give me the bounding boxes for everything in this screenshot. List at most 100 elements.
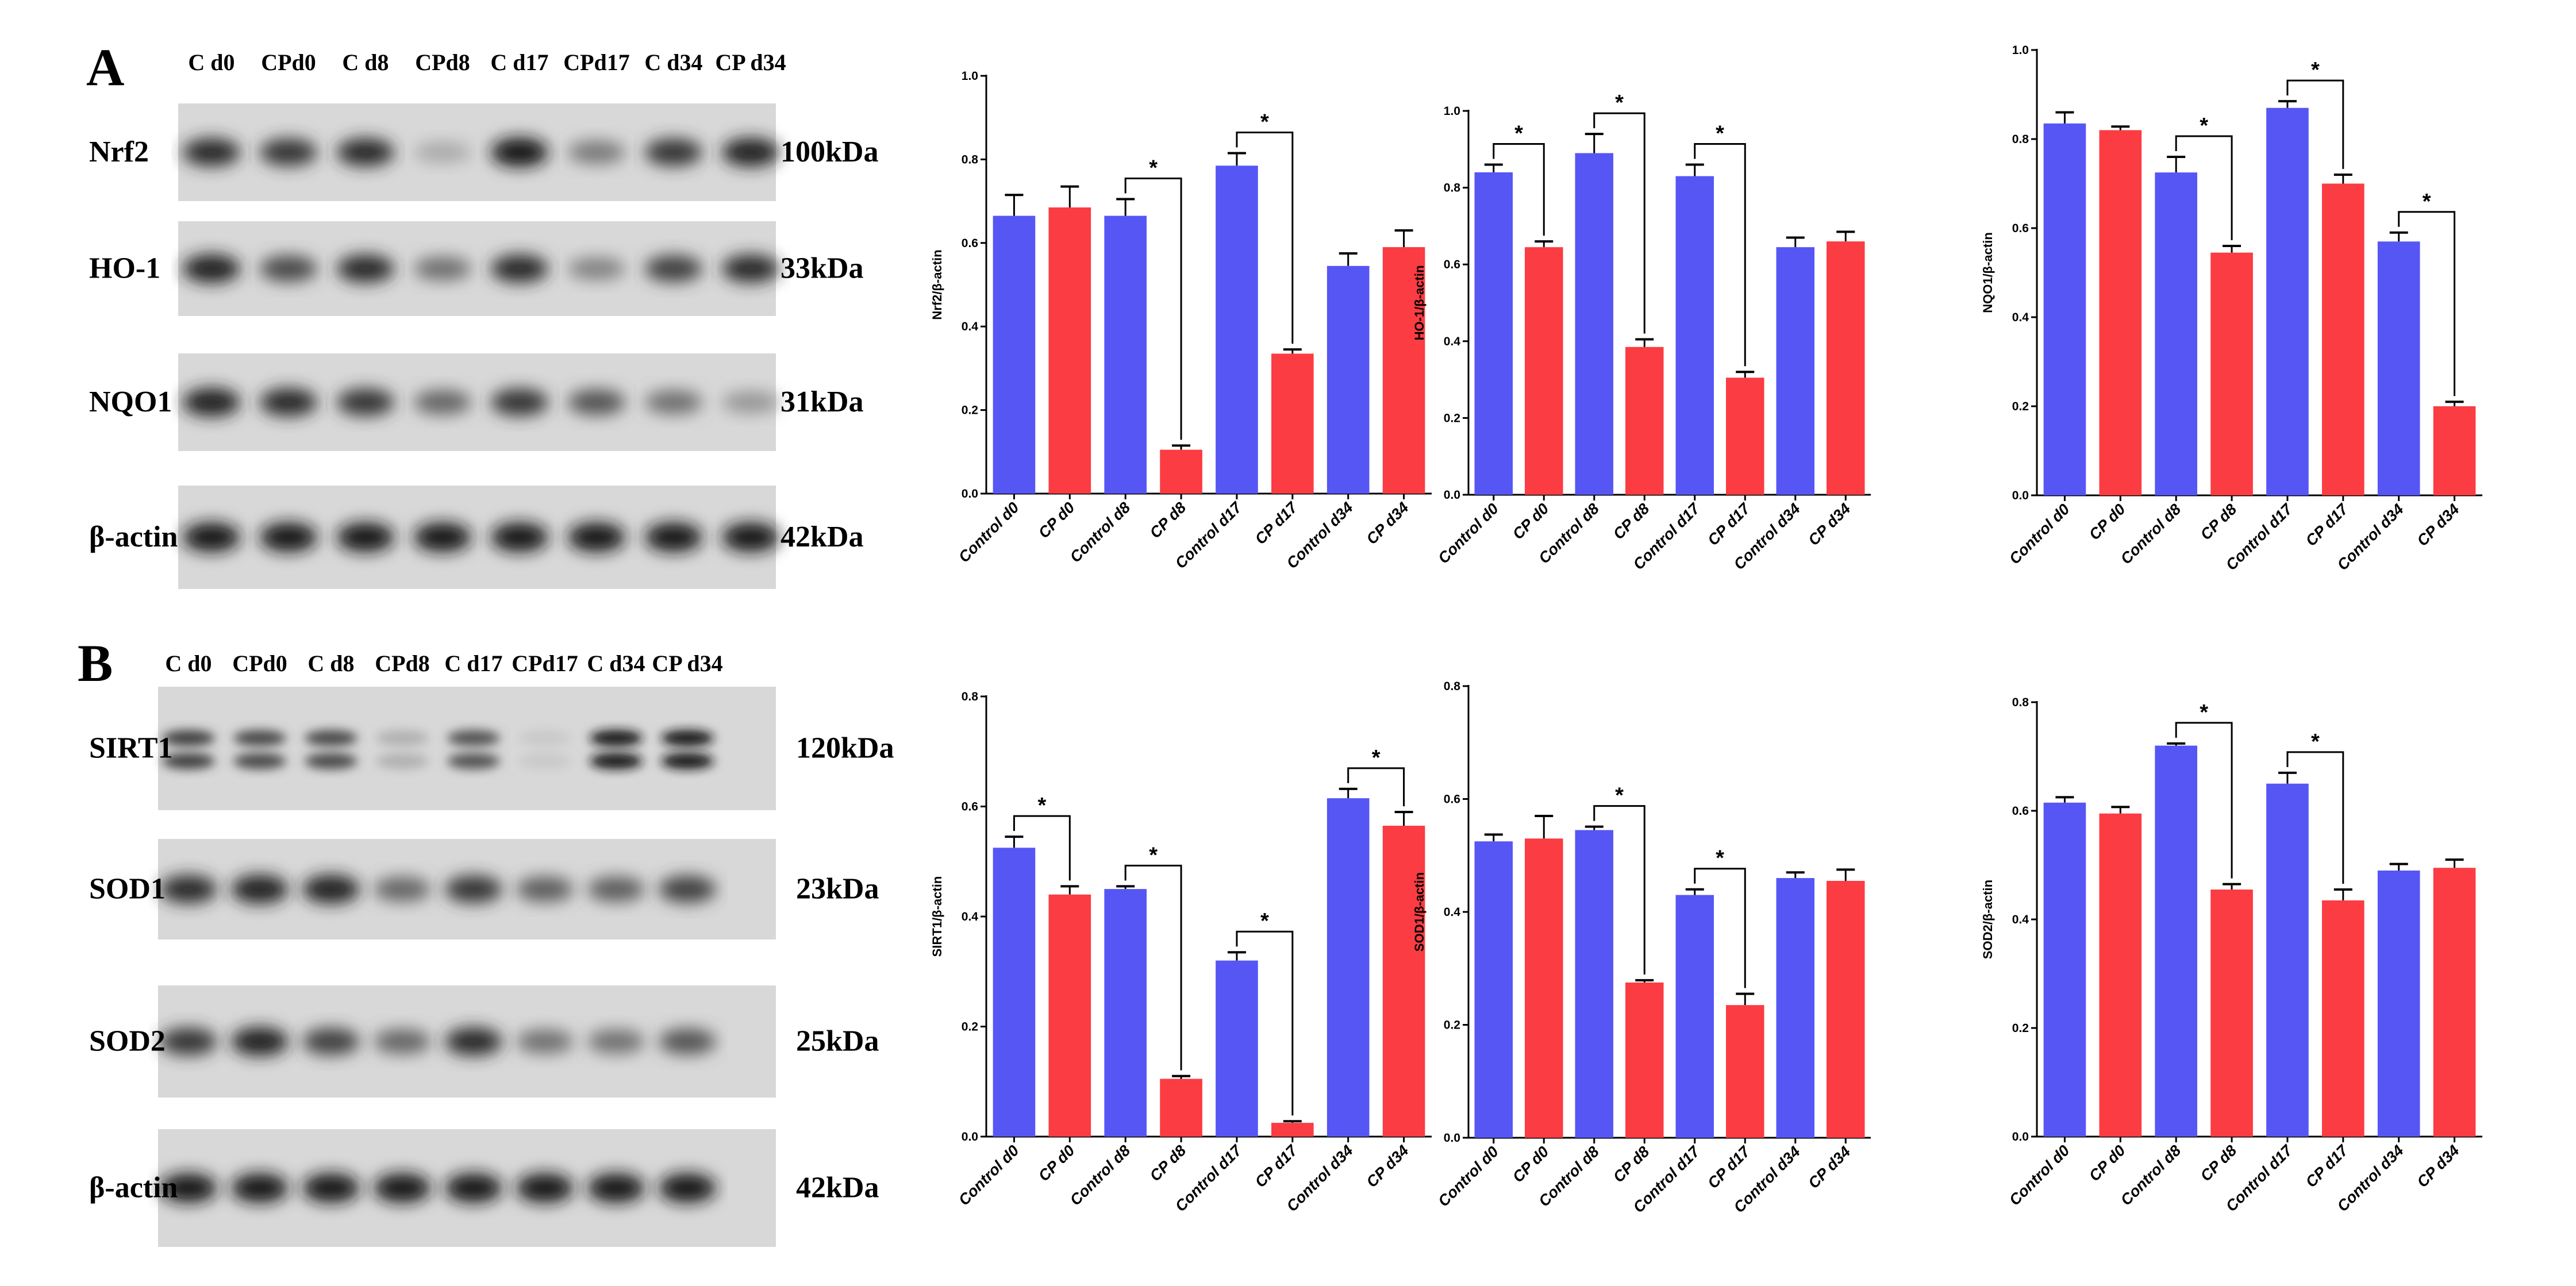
molecular-weight-label: 120kDa	[796, 732, 894, 765]
blot-band	[260, 255, 317, 282]
blot-band	[183, 388, 240, 417]
bar	[2433, 406, 2476, 495]
blot-band	[260, 138, 317, 166]
blot-band	[659, 876, 716, 903]
blot-band	[645, 522, 702, 552]
blot-band	[645, 138, 702, 166]
x-tick-label: CP d0	[1509, 500, 1552, 543]
x-tick-label: CP d34	[1363, 499, 1412, 548]
x-tick-label: Control d8	[1067, 499, 1134, 566]
y-tick-label: 0.6	[962, 237, 978, 250]
lane-label: CP d34	[715, 49, 786, 75]
blot-band	[491, 255, 548, 283]
y-tick-label: 0.0	[1444, 488, 1460, 502]
blot-band	[183, 254, 240, 283]
y-axis-label: SIRT1/β-actin	[930, 876, 944, 957]
bar	[1625, 346, 1664, 495]
significance-star: *	[1615, 91, 1624, 115]
bar	[1271, 353, 1314, 494]
x-tick-label: Control d0	[1435, 500, 1502, 567]
significance-star: *	[1716, 846, 1724, 871]
significance-bracket	[1236, 131, 1294, 344]
blot-band	[722, 522, 779, 552]
significance-star: *	[2423, 190, 2431, 214]
bar	[1048, 207, 1091, 494]
bar	[2043, 123, 2086, 495]
lane-label: C d8	[307, 650, 354, 676]
y-tick-label: 0.0	[962, 487, 978, 500]
blot-band	[233, 753, 286, 769]
blot-band	[337, 138, 394, 167]
lane-label: CPd8	[375, 650, 430, 676]
protein-label: SIRT1	[89, 732, 173, 765]
x-tick-label: CP d8	[1147, 1142, 1190, 1185]
significance-bracket	[1124, 177, 1182, 440]
blot-band	[587, 1029, 645, 1054]
blot-band	[231, 1173, 289, 1203]
molecular-weight-label: 25kDa	[796, 1025, 879, 1058]
lane-label: C d0	[165, 650, 212, 676]
protein-label: β-actin	[89, 1172, 178, 1204]
y-axis-label: SOD1/β-actin	[1412, 872, 1427, 952]
blot-band	[518, 753, 571, 769]
bar	[1575, 830, 1613, 1138]
y-tick-label: 0.8	[1444, 680, 1461, 693]
protein-label: NQO1	[89, 386, 172, 418]
x-tick-label: Control d0	[955, 499, 1022, 566]
bar	[1104, 215, 1147, 494]
protein-label: Nrf2	[89, 136, 149, 168]
blot-band	[661, 753, 714, 769]
lane-label: C d34	[587, 650, 645, 676]
blot-band	[659, 1173, 716, 1203]
bar-chart-4: 0.0 0.2 0.4 0.6 0.8 SIRT1/β-actin Control d0 CP…	[930, 690, 1432, 1215]
blot-band	[491, 137, 548, 167]
x-tick-label: CP d17	[1704, 1142, 1754, 1192]
y-tick-label: 0.8	[2012, 133, 2029, 146]
y-axis-label: Nrf2/β-actin	[930, 249, 944, 319]
blot-band	[568, 389, 625, 415]
x-tick-label: CP d34	[1363, 1142, 1412, 1191]
blot-band	[302, 875, 360, 904]
x-tick-label: CP d0	[2086, 1142, 2129, 1185]
bar	[2322, 183, 2364, 495]
y-tick-label: 0.4	[2012, 913, 2029, 926]
significance-bracket	[1593, 112, 1645, 334]
blot-band	[374, 1029, 431, 1054]
blot-band	[722, 255, 779, 283]
bar	[2377, 870, 2420, 1137]
bar	[1827, 880, 1865, 1138]
blot-band	[568, 522, 625, 552]
significance-star: *	[1716, 122, 1724, 146]
bar	[1726, 1005, 1764, 1138]
protein-label: SOD1	[89, 873, 166, 906]
bar	[1327, 265, 1370, 494]
blot-band	[302, 1028, 360, 1055]
blot-band	[231, 1027, 289, 1056]
x-tick-label: CP d34	[2414, 1142, 2463, 1191]
y-tick-label: 0.8	[962, 690, 979, 703]
x-tick-label: CP d17	[1252, 1141, 1302, 1191]
bar	[1104, 889, 1147, 1137]
x-tick-label: CP d8	[2197, 1142, 2240, 1185]
bar	[1160, 449, 1202, 494]
bar	[993, 848, 1036, 1137]
significance-star: *	[2311, 730, 2320, 754]
significance-bracket	[1236, 930, 1294, 1116]
x-tick-label: CP d17	[1704, 499, 1754, 549]
significance-star: *	[1037, 794, 1046, 818]
y-tick-label: 1.0	[962, 70, 978, 83]
y-axis-label: SOD2/β-actin	[1981, 880, 1995, 959]
blot-band	[518, 730, 571, 746]
protein-label: SOD2	[89, 1025, 166, 1058]
blot-band	[587, 1173, 645, 1203]
y-tick-label: 0.8	[1444, 182, 1461, 195]
bar	[1776, 878, 1814, 1138]
bar	[1382, 247, 1425, 494]
blot-band	[160, 1173, 217, 1203]
x-tick-label: CP d0	[1509, 1143, 1552, 1186]
bar	[1525, 838, 1563, 1138]
significance-bracket	[1593, 805, 1645, 975]
blot-band	[233, 730, 286, 746]
blot-band	[568, 257, 625, 280]
